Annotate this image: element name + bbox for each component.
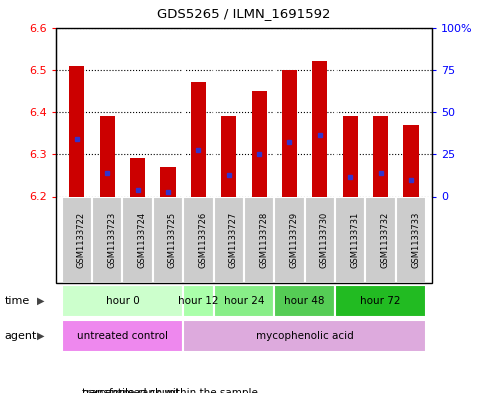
FancyBboxPatch shape [183, 320, 426, 352]
FancyBboxPatch shape [213, 196, 244, 283]
Text: GSM1133731: GSM1133731 [350, 211, 359, 268]
Bar [130, 158, 145, 196]
FancyBboxPatch shape [183, 285, 213, 317]
Text: GSM1133733: GSM1133733 [411, 211, 420, 268]
FancyBboxPatch shape [92, 196, 122, 283]
FancyBboxPatch shape [366, 196, 396, 283]
Text: GSM1133730: GSM1133730 [320, 211, 329, 268]
Text: hour 72: hour 72 [360, 296, 401, 306]
FancyBboxPatch shape [396, 196, 426, 283]
Text: GSM1133725: GSM1133725 [168, 212, 177, 268]
FancyBboxPatch shape [62, 196, 92, 283]
Text: GSM1133726: GSM1133726 [199, 211, 207, 268]
Text: GSM1133723: GSM1133723 [107, 211, 116, 268]
Text: hour 12: hour 12 [178, 296, 219, 306]
Bar [342, 116, 358, 196]
Text: GSM1133722: GSM1133722 [77, 212, 86, 268]
Text: hour 0: hour 0 [105, 296, 139, 306]
Bar [373, 116, 388, 196]
FancyBboxPatch shape [244, 196, 274, 283]
FancyBboxPatch shape [183, 196, 213, 283]
FancyBboxPatch shape [274, 196, 305, 283]
Text: GSM1133728: GSM1133728 [259, 211, 268, 268]
Text: ▶: ▶ [37, 331, 45, 341]
FancyBboxPatch shape [62, 285, 183, 317]
FancyBboxPatch shape [335, 196, 366, 283]
Text: GSM1133727: GSM1133727 [229, 211, 238, 268]
Text: mycophenolic acid: mycophenolic acid [256, 331, 354, 341]
Bar [221, 116, 236, 196]
Text: time: time [5, 296, 30, 306]
Text: GSM1133732: GSM1133732 [381, 211, 390, 268]
FancyBboxPatch shape [153, 196, 183, 283]
Bar [69, 66, 85, 196]
Bar [99, 116, 115, 196]
Bar [282, 70, 297, 196]
Text: GSM1133729: GSM1133729 [289, 212, 298, 268]
FancyBboxPatch shape [274, 285, 335, 317]
Bar [252, 91, 267, 196]
FancyBboxPatch shape [335, 285, 426, 317]
FancyBboxPatch shape [305, 196, 335, 283]
Text: transformed count: transformed count [82, 388, 179, 393]
Text: ▶: ▶ [37, 296, 45, 306]
Text: GDS5265 / ILMN_1691592: GDS5265 / ILMN_1691592 [157, 7, 331, 20]
Text: hour 24: hour 24 [224, 296, 264, 306]
Text: agent: agent [5, 331, 37, 341]
Text: untreated control: untreated control [77, 331, 168, 341]
FancyBboxPatch shape [62, 320, 183, 352]
Text: percentile rank within the sample: percentile rank within the sample [82, 388, 258, 393]
Bar [191, 83, 206, 196]
FancyBboxPatch shape [213, 285, 274, 317]
Text: hour 48: hour 48 [284, 296, 325, 306]
Bar [313, 61, 327, 196]
FancyBboxPatch shape [122, 196, 153, 283]
Text: GSM1133724: GSM1133724 [138, 212, 146, 268]
Bar [403, 125, 419, 196]
Bar [160, 167, 175, 196]
